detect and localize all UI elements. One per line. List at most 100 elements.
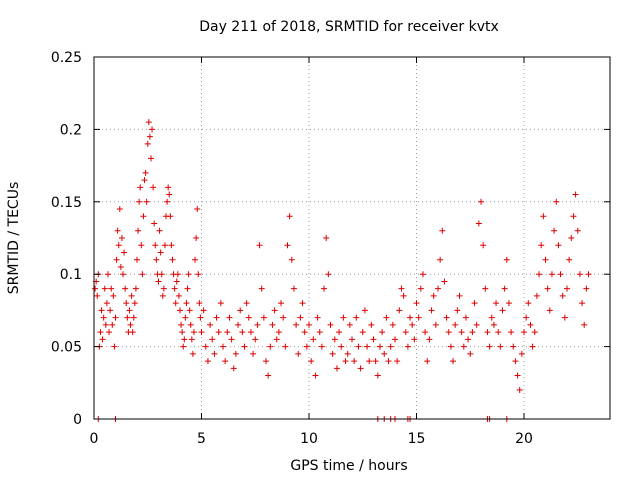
x-tick-label: 10: [300, 431, 318, 447]
data-point: [256, 242, 263, 249]
data-point: [331, 336, 338, 343]
data-point: [327, 321, 334, 328]
data-point: [215, 329, 222, 336]
data-point: [250, 350, 257, 357]
x-tick-label: 20: [515, 431, 533, 447]
data-point: [561, 314, 568, 321]
data-point: [366, 358, 373, 365]
data-point: [370, 336, 377, 343]
data-point: [441, 278, 448, 285]
data-point: [497, 343, 504, 350]
data-point: [139, 271, 146, 278]
data-point: [398, 285, 405, 292]
data-point: [284, 242, 291, 249]
data-point: [263, 358, 269, 365]
data-point: [493, 300, 500, 307]
data-point: [97, 329, 104, 336]
data-point: [387, 343, 394, 350]
data-point: [165, 184, 172, 191]
data-point: [407, 314, 414, 321]
data-point: [333, 365, 340, 372]
data-point: [174, 271, 181, 278]
data-point: [392, 336, 398, 343]
data-point: [122, 285, 129, 292]
data-point: [186, 307, 193, 314]
data-point: [198, 329, 205, 336]
data-point: [108, 285, 115, 292]
data-point: [510, 343, 517, 350]
data-point: [437, 256, 444, 263]
data-point: [269, 321, 276, 328]
data-point: [340, 314, 347, 321]
data-point: [146, 133, 153, 140]
data-point: [184, 285, 191, 292]
data-point: [128, 292, 135, 299]
data-point: [411, 336, 418, 343]
data-point: [194, 206, 201, 213]
data-point: [145, 119, 152, 126]
data-points: [92, 119, 592, 422]
data-point: [196, 300, 203, 307]
data-point: [456, 292, 463, 299]
axis-ticks: 0 0.05 0.1 0.15 0.2 0.25 0 5 10 15 20: [51, 50, 610, 447]
data-point: [316, 329, 323, 336]
data-point: [349, 336, 355, 343]
data-point: [536, 271, 543, 278]
data-point: [109, 321, 116, 328]
data-point: [112, 314, 119, 321]
data-point: [579, 300, 586, 307]
data-point: [235, 321, 242, 328]
data-point: [157, 249, 164, 256]
data-point: [518, 350, 525, 357]
data-point: [357, 365, 364, 372]
data-point: [200, 307, 207, 314]
data-point: [424, 358, 431, 365]
y-tick-label: 0.25: [51, 50, 82, 66]
data-point: [190, 329, 197, 336]
data-point: [374, 372, 381, 379]
data-point: [529, 343, 536, 350]
data-point: [245, 314, 252, 321]
data-point: [419, 271, 426, 278]
data-point: [514, 372, 521, 379]
data-point: [177, 307, 183, 314]
data-point: [192, 256, 199, 263]
data-point: [211, 350, 218, 357]
data-point: [574, 227, 581, 234]
data-point: [385, 358, 392, 365]
data-point: [572, 191, 579, 198]
data-point: [516, 387, 523, 394]
data-point: [525, 300, 532, 307]
chart-title: Day 211 of 2018, SRMTID for receiver kvt…: [199, 19, 499, 35]
y-tick-label: 0.05: [51, 340, 82, 356]
data-point: [583, 285, 590, 292]
data-point: [465, 336, 472, 343]
data-point: [258, 285, 265, 292]
data-point: [94, 292, 101, 299]
data-point: [450, 358, 457, 365]
grid: [94, 57, 610, 419]
data-point: [188, 336, 195, 343]
data-point: [364, 343, 371, 350]
data-point: [417, 285, 424, 292]
data-point: [512, 358, 519, 365]
data-point: [278, 300, 285, 307]
data-point: [381, 350, 388, 357]
data-point: [132, 285, 139, 292]
data-point: [306, 321, 312, 328]
data-point: [325, 271, 332, 278]
data-point: [439, 227, 446, 234]
data-point: [409, 321, 416, 328]
data-point: [204, 358, 211, 365]
data-point: [394, 358, 401, 365]
data-point: [168, 242, 175, 249]
data-point: [290, 285, 297, 292]
data-point: [568, 235, 575, 241]
data-point: [353, 314, 360, 321]
x-axis-label: GPS time / hours: [290, 458, 407, 474]
data-point: [183, 300, 190, 307]
data-point: [136, 198, 143, 205]
data-point: [523, 314, 530, 321]
data-point: [155, 278, 162, 285]
data-point: [118, 235, 125, 241]
